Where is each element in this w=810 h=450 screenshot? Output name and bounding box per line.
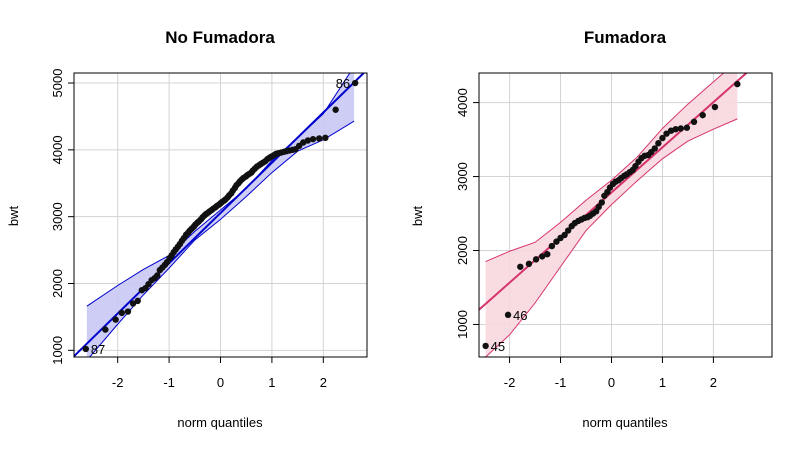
y-tick-label: 3000 — [455, 162, 470, 191]
x-tick-label: -2 — [112, 375, 124, 390]
data-point — [332, 106, 339, 113]
plot-frame — [478, 72, 773, 358]
data-point — [351, 79, 359, 87]
data-point — [102, 326, 109, 333]
data-point — [82, 345, 90, 353]
envelope-area — [86, 73, 355, 357]
grid-lines — [479, 73, 772, 357]
y-tick-label: 4000 — [50, 135, 65, 164]
data-point — [544, 250, 551, 258]
x-tick-label: 2 — [320, 375, 327, 390]
data-point — [129, 300, 137, 307]
reference-line — [479, 73, 748, 311]
y-tick-label: 3000 — [50, 202, 65, 231]
data-point — [525, 260, 533, 268]
data-point — [553, 238, 560, 245]
data-point — [677, 125, 684, 132]
x-axis-ticks: -2 -1 0 1 2 — [112, 357, 327, 390]
x-axis-label: norm quantiles — [177, 415, 263, 430]
x-axis-ticks: -2 -1 0 1 2 — [504, 357, 717, 390]
point-label: 86 — [336, 76, 350, 91]
x-tick-label: 2 — [710, 375, 717, 390]
point-labels: 46 45 — [491, 308, 528, 354]
data-points — [482, 80, 741, 350]
chart-title: Fumadora — [584, 28, 667, 47]
data-point — [504, 311, 512, 319]
data-point — [561, 231, 568, 239]
data-point — [517, 263, 524, 270]
y-axis-ticks: 1000 2000 3000 4000 5000 — [50, 69, 74, 365]
x-tick-label: 0 — [217, 375, 224, 390]
point-label: 87 — [91, 342, 105, 357]
point-labels: 86 87 — [91, 76, 350, 357]
data-point — [112, 316, 119, 323]
data-point — [154, 272, 161, 279]
data-point — [690, 118, 698, 126]
qq-panel-fumadora: Fumadora norm quantiles bwt 46 45 -2 -1 0 1 2… — [410, 28, 773, 430]
data-point — [683, 124, 691, 131]
envelope-lower — [485, 118, 738, 357]
data-point — [315, 135, 323, 142]
y-axis-ticks: 1000 2000 3000 4000 — [455, 88, 479, 339]
data-point — [482, 342, 489, 350]
envelope-upper — [485, 73, 725, 263]
plot-frame — [73, 72, 368, 358]
x-tick-label: 1 — [659, 375, 666, 390]
x-tick-label: 1 — [268, 375, 275, 390]
reference-line — [74, 73, 366, 357]
qq-panel-no-fumadora: No Fumadora norm quantiles bwt 86 87 -2 -1… — [6, 28, 368, 430]
qq-reference-line — [479, 73, 748, 311]
y-tick-label: 1000 — [50, 336, 65, 365]
y-tick-label: 2000 — [50, 269, 65, 298]
y-tick-label: 1000 — [455, 310, 470, 339]
data-point — [304, 137, 312, 144]
data-point — [548, 242, 556, 250]
point-label: 46 — [513, 308, 527, 323]
x-tick-label: -1 — [555, 375, 567, 390]
point-label: 45 — [491, 339, 505, 354]
y-tick-label: 4000 — [455, 88, 470, 117]
data-point — [711, 103, 719, 111]
y-tick-label: 5000 — [50, 69, 65, 98]
data-point — [734, 80, 741, 88]
y-axis-label: bwt — [6, 205, 21, 226]
data-point — [672, 126, 679, 133]
data-point — [124, 308, 132, 315]
y-tick-label: 2000 — [455, 236, 470, 265]
data-point — [532, 256, 540, 263]
data-point — [564, 227, 572, 234]
data-point — [663, 130, 670, 137]
data-point — [118, 309, 126, 317]
x-tick-label: -2 — [504, 375, 516, 390]
confidence-envelope — [485, 73, 738, 357]
data-point — [538, 253, 546, 260]
envelope-area — [485, 73, 738, 357]
x-axis-label: norm quantiles — [582, 415, 668, 430]
y-axis-label: bwt — [410, 205, 425, 226]
data-point — [309, 135, 317, 143]
x-tick-label: 0 — [608, 375, 615, 390]
chart-title: No Fumadora — [165, 28, 275, 47]
data-point — [134, 297, 141, 305]
data-point — [598, 199, 606, 206]
data-point — [655, 140, 662, 147]
data-point — [699, 111, 706, 119]
data-point — [659, 134, 666, 142]
data-points — [82, 79, 359, 353]
data-point — [651, 145, 658, 152]
qq-reference-line — [74, 73, 366, 357]
data-point — [322, 134, 329, 142]
x-tick-label: -1 — [163, 375, 175, 390]
